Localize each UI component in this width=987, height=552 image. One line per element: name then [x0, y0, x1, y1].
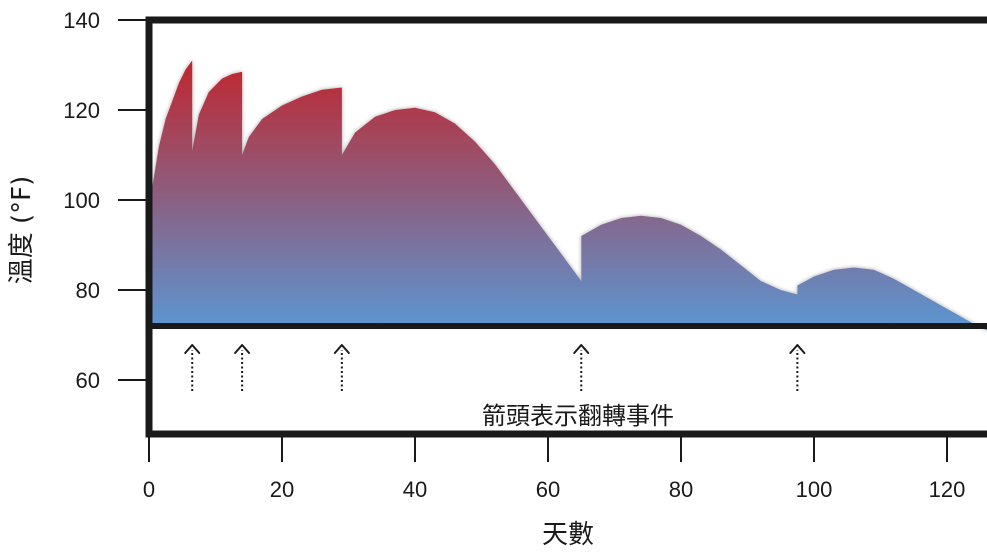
arrow-head	[789, 344, 806, 354]
arrow-head	[573, 344, 590, 354]
x-tick-label: 0	[143, 477, 155, 502]
x-tick-label: 100	[796, 477, 833, 502]
x-tick-label: 120	[929, 477, 966, 502]
x-tick-label: 80	[669, 477, 693, 502]
temperature-area	[152, 60, 987, 331]
y-tick-label: 60	[76, 368, 100, 393]
x-tick-label: 40	[403, 477, 427, 502]
arrow-head	[184, 344, 201, 354]
y-tick-label: 140	[63, 8, 100, 33]
flip-event-arrow	[789, 344, 806, 391]
y-tick-label: 80	[76, 278, 100, 303]
flip-event-arrows	[184, 344, 806, 391]
y-tick-label: 120	[63, 98, 100, 123]
x-axis-title: 天數	[542, 520, 594, 550]
flip-event-arrow	[234, 344, 251, 391]
arrow-head	[234, 344, 251, 354]
arrow-head	[333, 344, 350, 354]
flip-event-arrow	[573, 344, 590, 391]
y-tick-label: 100	[63, 188, 100, 213]
area-layer	[152, 60, 987, 331]
y-axis-title: 溫度 (°F)	[7, 176, 37, 285]
chart-frame	[145, 16, 987, 438]
x-tick-label: 60	[536, 477, 560, 502]
flip-event-arrow	[184, 344, 201, 391]
axis-ticks: 60 80 100 120 140 0 20 40 60 80 100 120	[63, 8, 965, 502]
flip-events-annotation: 箭頭表示翻轉事件	[482, 402, 674, 430]
x-tick-label: 20	[270, 477, 294, 502]
flip-event-arrow	[333, 344, 350, 391]
